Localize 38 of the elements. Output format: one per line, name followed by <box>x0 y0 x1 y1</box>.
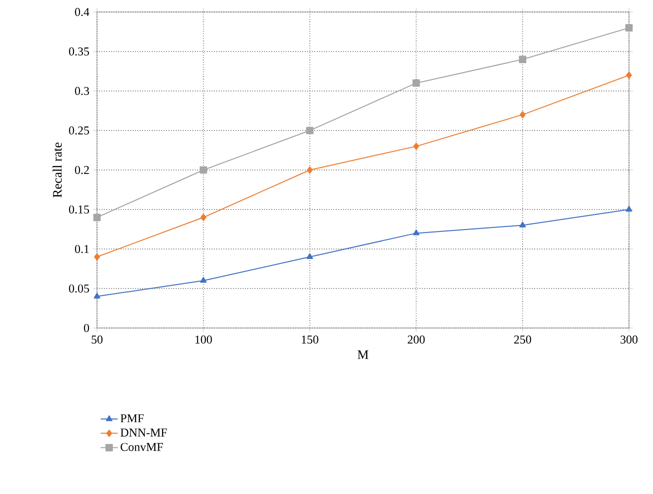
y-tick-label: 0.1 <box>74 244 89 254</box>
point <box>520 111 526 118</box>
x-tick-label: 50 <box>92 336 103 344</box>
point <box>518 56 526 64</box>
point <box>93 214 101 222</box>
y-tick-label: 0.3 <box>74 86 90 96</box>
legend-label: DNN-MF <box>120 428 167 436</box>
y-tick-label: 0.2 <box>74 166 89 174</box>
point <box>412 79 420 87</box>
legend-label: PMF <box>120 414 144 422</box>
x-tick-label: 100 <box>195 336 212 344</box>
y-tick-label: 0.15 <box>69 205 90 214</box>
y-tick-label: 0 <box>84 324 90 332</box>
x-tick-label: 150 <box>302 336 318 344</box>
y-tick-label: 0.35 <box>69 47 90 56</box>
x-tick-label: 250 <box>514 336 532 344</box>
point <box>306 253 314 259</box>
point <box>200 214 206 222</box>
x-tick-label: 300 <box>620 336 638 344</box>
y-axis-title: Recall rate <box>52 142 62 198</box>
point <box>200 276 207 283</box>
point <box>94 253 100 261</box>
point <box>94 292 100 298</box>
point <box>626 206 632 212</box>
y-tick-label: 0.25 <box>69 126 90 135</box>
x-tick-label: 200 <box>408 336 425 344</box>
point <box>625 24 633 32</box>
point <box>306 166 313 174</box>
point <box>306 126 314 134</box>
point <box>200 166 208 174</box>
legend-label: ConvMF <box>120 442 163 451</box>
point <box>412 230 420 236</box>
y-tick-label: 0.4 <box>74 8 90 16</box>
point <box>626 72 632 79</box>
point <box>413 142 420 150</box>
point <box>519 222 526 228</box>
x-axis-title: M <box>358 350 368 359</box>
y-tick-label: 0.05 <box>69 284 90 293</box>
